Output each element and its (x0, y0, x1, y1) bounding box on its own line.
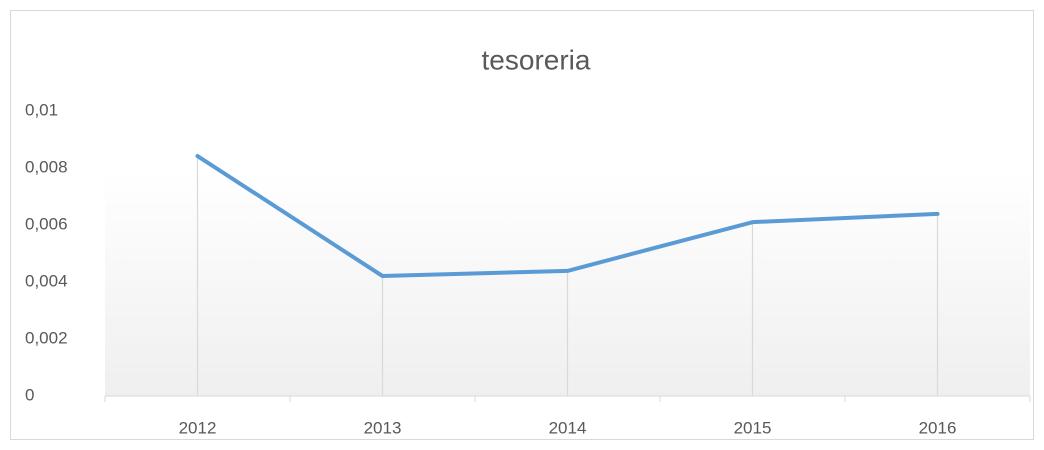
y-tick-label: 0 (25, 385, 34, 404)
x-tick-label: 2014 (549, 418, 587, 437)
y-tick-label: 0,002 (25, 328, 68, 347)
y-tick-label: 0,01 (25, 100, 58, 119)
x-tick-label: 2012 (179, 418, 217, 437)
y-tick-label: 0,008 (25, 157, 68, 176)
series-line (195, 154, 940, 279)
y-tick-label: 0,006 (25, 214, 68, 233)
y-tick-label: 0,004 (25, 271, 68, 290)
x-tick-label: 2015 (734, 418, 772, 437)
x-tick-label: 2013 (364, 418, 402, 437)
x-tick-label: 2016 (919, 418, 957, 437)
chart-title: tesoreria (482, 44, 591, 75)
